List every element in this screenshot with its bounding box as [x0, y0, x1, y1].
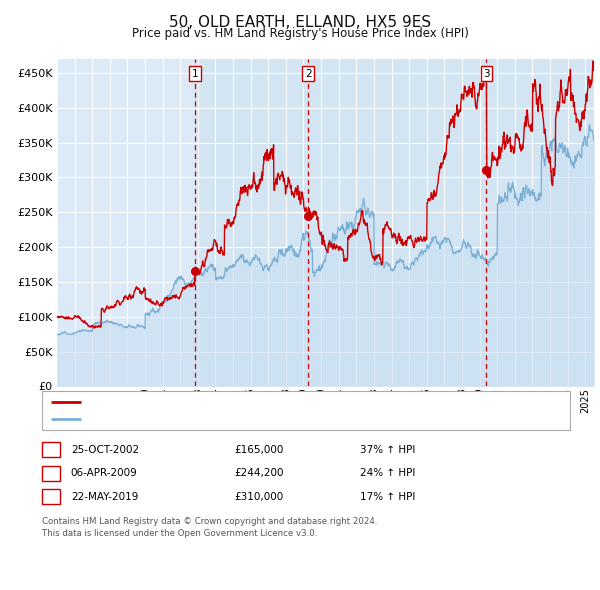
Text: 37% ↑ HPI: 37% ↑ HPI [360, 445, 415, 454]
Text: 17% ↑ HPI: 17% ↑ HPI [360, 492, 415, 502]
Text: 50, OLD EARTH, ELLAND, HX5 9ES (detached house): 50, OLD EARTH, ELLAND, HX5 9ES (detached… [87, 397, 360, 407]
Text: 1: 1 [47, 445, 55, 454]
Text: £165,000: £165,000 [234, 445, 283, 454]
Text: Price paid vs. HM Land Registry's House Price Index (HPI): Price paid vs. HM Land Registry's House … [131, 27, 469, 40]
Bar [487, 59, 594, 386]
Bar [308, 59, 487, 386]
Text: Contains HM Land Registry data © Crown copyright and database right 2024.: Contains HM Land Registry data © Crown c… [42, 517, 377, 526]
Bar [194, 59, 308, 386]
Text: £244,200: £244,200 [234, 468, 284, 478]
Text: 1: 1 [191, 69, 198, 78]
Text: 25-OCT-2002: 25-OCT-2002 [71, 445, 139, 454]
Text: 3: 3 [483, 69, 490, 78]
Text: 06-APR-2009: 06-APR-2009 [71, 468, 137, 478]
Text: 2: 2 [47, 468, 55, 478]
Text: 50, OLD EARTH, ELLAND, HX5 9ES: 50, OLD EARTH, ELLAND, HX5 9ES [169, 15, 431, 30]
Text: £310,000: £310,000 [234, 492, 283, 502]
Text: 2: 2 [305, 69, 311, 78]
Text: 22-MAY-2019: 22-MAY-2019 [71, 492, 138, 502]
Text: This data is licensed under the Open Government Licence v3.0.: This data is licensed under the Open Gov… [42, 529, 317, 538]
Text: 3: 3 [47, 492, 55, 502]
Text: HPI: Average price, detached house, Calderdale: HPI: Average price, detached house, Cald… [87, 414, 336, 424]
Text: 24% ↑ HPI: 24% ↑ HPI [360, 468, 415, 478]
